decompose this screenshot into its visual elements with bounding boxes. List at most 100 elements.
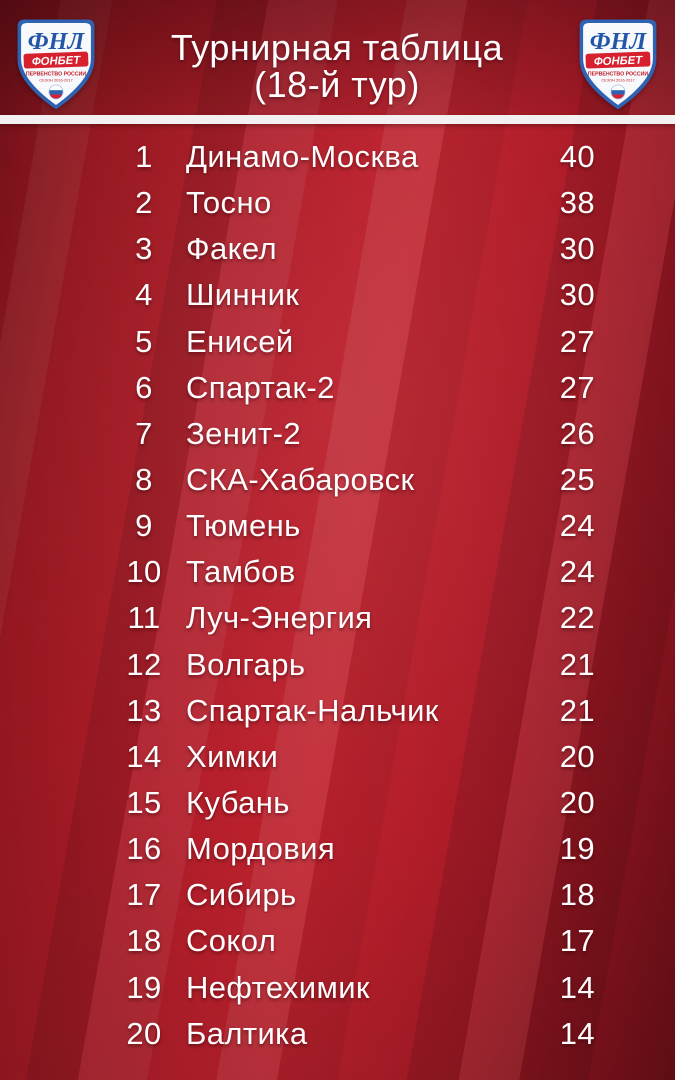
team-cell: Балтика [186,1015,308,1051]
points-cell: 25 [559,462,595,498]
rank-cell: 9 [135,508,153,544]
team-cell: Зенит-2 [186,415,301,451]
title-line2: (18-й тур) [254,64,420,105]
table-row: 5 Енисей 27 [0,319,675,365]
table-row: 17 Сибирь 18 [0,872,675,918]
table-row: 11 Луч-Энергия 22 [0,595,675,641]
points-cell: 21 [559,692,595,728]
team-cell: Факел [186,231,278,267]
rank-cell: 5 [135,323,153,359]
points-cell: 17 [559,923,595,959]
logo-fonbet-band: ФОНБЕТ [23,51,89,69]
header: ФНЛ ФОНБЕТ ПЕРВЕНСТВО РОССИИ СЕЗОН 2016-… [0,0,675,115]
team-cell: Сокол [186,923,277,959]
table-row: 12 Волгарь 21 [0,642,675,688]
rank-cell: 3 [135,231,153,267]
points-cell: 26 [559,415,595,451]
logo-fonbet-band: ФОНБЕТ [585,51,651,69]
logo-fnl-text: ФНЛ [28,28,86,55]
team-cell: Мордовия [186,831,336,867]
points-cell: 14 [559,969,595,1005]
table-row: 8 СКА-Хабаровск 25 [0,457,675,503]
rank-cell: 6 [135,369,153,405]
table-row: 13 Спартак-Нальчик 21 [0,688,675,734]
table-row: 20 Балтика 14 [0,1011,675,1057]
logo-subtitle-text: ПЕРВЕНСТВО РОССИИ [26,71,86,77]
fnl-shield-icon: ФНЛ ФОНБЕТ ПЕРВЕНСТВО РОССИИ СЕЗОН 2016-… [17,19,95,110]
team-cell: Волгарь [186,646,306,682]
soccer-ball-icon [611,84,625,99]
table-row: 14 Химки 20 [0,734,675,780]
points-cell: 24 [559,554,595,590]
table-row: 9 Тюмень 24 [0,503,675,549]
fnl-shield-icon: ФНЛ ФОНБЕТ ПЕРВЕНСТВО РОССИИ СЕЗОН 2016-… [579,19,657,110]
table-row: 16 Мордовия 19 [0,826,675,872]
points-cell: 24 [559,508,595,544]
soccer-ball-icon [49,84,63,99]
points-cell: 40 [559,139,595,175]
team-cell: Спартак-2 [186,369,335,405]
points-cell: 20 [559,785,595,821]
team-cell: Шинник [186,277,300,313]
white-divider [0,115,675,124]
rank-cell: 20 [126,1015,162,1051]
logo-fonbet-text: ФОНБЕТ [594,55,644,69]
team-cell: Луч-Энергия [186,600,373,636]
table-row: 2 Тосно 38 [0,180,675,226]
points-cell: 30 [559,231,595,267]
rank-cell: 19 [126,969,162,1005]
fnl-logo-left: ФНЛ ФОНБЕТ ПЕРВЕНСТВО РОССИИ СЕЗОН 2016-… [11,16,101,112]
rank-cell: 10 [126,554,162,590]
title-line1: Турнирная таблица [170,27,504,68]
standings-table: 1 Динамо-Москва 40 2 Тосно 38 3 Факел 30… [0,134,675,1057]
points-cell: 38 [559,185,595,221]
rank-cell: 16 [126,831,162,867]
rank-cell: 15 [126,785,162,821]
points-cell: 22 [559,600,595,636]
points-cell: 14 [559,1015,595,1051]
team-cell: Тамбов [186,554,296,590]
points-cell: 20 [559,738,595,774]
logo-fnl-text: ФНЛ [590,28,648,55]
table-row: 15 Кубань 20 [0,780,675,826]
team-cell: Спартак-Нальчик [186,692,439,728]
rank-cell: 13 [126,692,162,728]
logo-season-text: СЕЗОН 2016-2017 [39,77,72,82]
team-cell: СКА-Хабаровск [186,462,415,498]
points-cell: 27 [559,369,595,405]
rank-cell: 18 [126,923,162,959]
rank-cell: 7 [135,415,153,451]
rank-cell: 12 [126,646,162,682]
rank-cell: 1 [135,139,153,175]
table-row: 7 Зенит-2 26 [0,411,675,457]
team-cell: Кубань [186,785,290,821]
table-row: 18 Сокол 17 [0,918,675,964]
logo-subtitle-text: ПЕРВЕНСТВО РОССИИ [588,71,648,77]
rank-cell: 2 [135,185,153,221]
points-cell: 21 [559,646,595,682]
team-cell: Химки [186,738,279,774]
points-cell: 18 [559,877,595,913]
rank-cell: 11 [127,600,161,636]
rank-cell: 4 [135,277,153,313]
team-cell: Нефтехимик [186,969,370,1005]
team-cell: Енисей [186,323,294,359]
table-row: 10 Тамбов 24 [0,549,675,595]
team-cell: Динамо-Москва [186,139,419,175]
table-row: 6 Спартак-2 27 [0,365,675,411]
logo-fonbet-text: ФОНБЕТ [32,55,82,69]
table-row: 1 Динамо-Москва 40 [0,134,675,180]
logo-season-text: СЕЗОН 2016-2017 [601,77,634,82]
points-cell: 27 [559,323,595,359]
rank-cell: 14 [126,738,162,774]
points-cell: 30 [559,277,595,313]
table-row: 3 Факел 30 [0,226,675,272]
points-cell: 19 [559,831,595,867]
table-row: 4 Шинник 30 [0,272,675,318]
team-cell: Сибирь [186,877,297,913]
rank-cell: 8 [135,462,153,498]
fnl-logo-right: ФНЛ ФОНБЕТ ПЕРВЕНСТВО РОССИИ СЕЗОН 2016-… [573,16,663,112]
team-cell: Тосно [186,185,272,221]
